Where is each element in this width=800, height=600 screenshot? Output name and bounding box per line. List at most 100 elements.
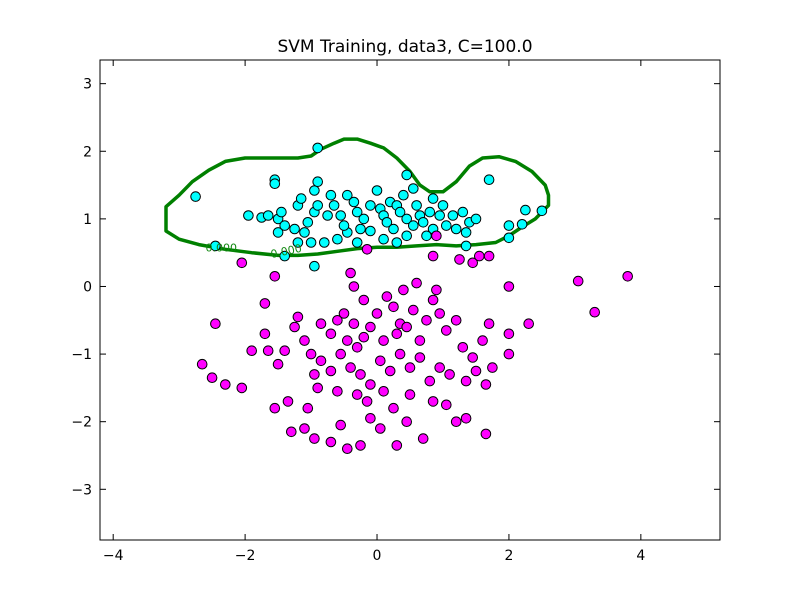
negative-point-19 [299,423,310,434]
negative-point-47 [408,304,419,316]
x-tick-label-1: −2 [235,548,256,564]
negative-point-87 [358,294,370,306]
positive-point-23 [348,196,360,208]
negative-point-76 [335,348,347,360]
plot-area: 0.000 0.000 [99,59,721,541]
positive-point-45 [447,210,459,221]
positive-point-55 [536,205,548,217]
positive-point-20 [322,210,333,221]
negative-point-55 [467,352,479,363]
data-points-layer [190,142,634,455]
positive-point-63 [351,237,363,248]
negative-point-98 [259,298,271,309]
negative-point-64 [460,375,472,387]
positive-point-44 [441,220,452,231]
negative-point-66 [434,362,446,373]
negative-point-29 [417,433,429,444]
negative-point-80 [361,396,373,407]
positive-point-76 [355,223,366,235]
negative-point-77 [325,365,337,377]
positive-point-30 [381,217,393,228]
negative-point-3 [220,379,231,390]
negative-point-96 [269,271,281,282]
negative-point-54 [457,342,469,353]
positive-point-52 [503,220,515,231]
x-tick-label-0: −4 [103,548,124,564]
negative-point-10 [289,321,300,333]
positive-point-51 [483,174,495,185]
negative-point-86 [348,281,360,292]
negative-point-102 [589,306,601,318]
negative-point-40 [358,331,370,343]
negative-point-75 [345,362,356,373]
axis-ticks-layer: −4 −2 0 2 4 −3 −2 −1 0 1 2 3 [71,60,720,564]
y-tick-label-1: −2 [71,415,92,431]
negative-point-41 [365,321,376,333]
y-tick-label-5: 2 [83,144,92,160]
negative-point-24 [355,440,366,451]
positive-point-68 [292,237,304,248]
positive-point-65 [332,233,343,245]
positive-point-41 [427,193,439,204]
negative-point-72 [375,355,386,367]
negative-point-106 [338,308,350,319]
positive-point-49 [470,213,482,225]
positive-point-60 [391,237,403,248]
decision-boundary-line [164,137,551,258]
positive-point-46 [450,223,462,235]
y-tick-label-2: −1 [71,347,92,363]
negative-point-27 [391,440,403,451]
positive-point-61 [378,233,389,245]
negative-point-1 [196,358,208,370]
positive-point-69 [279,220,291,231]
negative-point-28 [401,416,413,428]
negative-point-103 [622,271,634,282]
positive-point-75 [338,220,350,231]
negative-point-14 [312,382,324,394]
contour-labels-layer: 0.000 0.000 [206,241,303,261]
negative-point-44 [388,301,399,313]
contour-label-1: 0.000 [206,241,238,254]
negative-point-52 [441,325,452,336]
positive-point-78 [408,220,419,231]
plot-frame [99,59,721,541]
negative-point-5 [246,345,257,357]
positive-point-5 [262,210,274,221]
positive-point-2 [269,178,281,189]
positive-point-56 [503,232,515,244]
positive-point-57 [460,240,472,252]
negative-point-71 [384,365,396,377]
negative-point-63 [470,365,482,377]
negative-point-43 [378,335,389,346]
positive-point-37 [411,200,422,211]
positive-point-62 [365,225,376,237]
negative-point-34 [480,428,492,440]
negative-point-22 [335,419,347,431]
positive-point-21 [335,210,347,221]
negative-point-108 [391,328,403,340]
negative-point-92 [454,254,465,265]
negative-point-23 [342,443,353,455]
positive-point-39 [417,217,429,228]
positive-point-18 [325,189,337,201]
negative-point-81 [378,386,389,397]
negative-point-107 [351,342,363,353]
negative-point-105 [483,250,495,262]
positive-point-8 [272,227,284,238]
positive-point-17 [312,176,324,187]
negative-point-48 [414,335,426,346]
positive-point-72 [309,260,320,272]
positive-point-33 [394,206,406,218]
negative-point-53 [450,315,462,326]
negative-point-31 [441,399,452,411]
positive-point-16 [309,185,320,196]
positive-point-34 [398,189,409,201]
negative-point-57 [487,362,498,373]
negative-point-85 [345,267,356,279]
negative-point-74 [355,369,366,380]
negative-point-9 [279,345,291,357]
contour-label-2: 0.000 [269,242,303,261]
negative-point-84 [332,386,343,397]
positive-point-73 [312,142,324,154]
